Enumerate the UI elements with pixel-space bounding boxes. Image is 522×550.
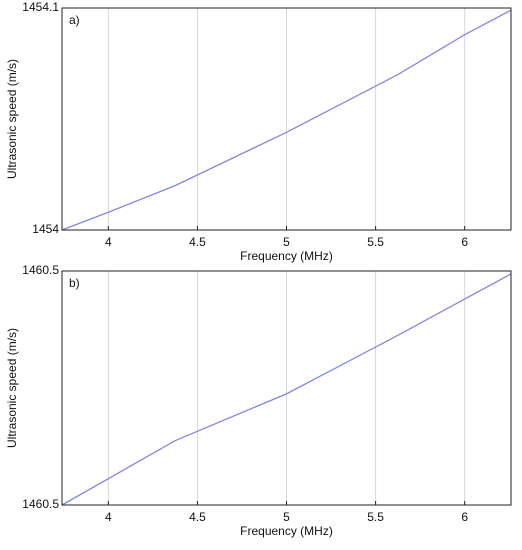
- x-tick-label: 5: [283, 510, 290, 524]
- x-tick-label: 6: [461, 510, 468, 524]
- x-axis-label: Frequency (MHz): [240, 524, 333, 538]
- y-tick-label: 1460.5: [22, 497, 59, 511]
- y-tick-label: 1460.5: [22, 263, 59, 277]
- y-tick-label: 1454.1: [22, 0, 59, 14]
- y-axis-label: Ultrasonic speed (m/s): [5, 328, 19, 448]
- line-series: [61, 9, 512, 231]
- x-tick-label: 6: [461, 235, 468, 249]
- x-tick-label: 5.5: [367, 235, 384, 249]
- x-tick-label: 5.5: [367, 510, 384, 524]
- panel-label: b): [69, 276, 80, 290]
- x-tick-label: 5: [283, 235, 290, 249]
- y-tick-label: 1454: [32, 222, 59, 236]
- line-series: [61, 273, 512, 506]
- plot-frame: [61, 270, 512, 506]
- y-axis-label: Ultrasonic speed (m/s): [5, 59, 19, 179]
- x-axis-label: Frequency (MHz): [240, 249, 333, 263]
- x-tick-label: 4.5: [189, 510, 206, 524]
- x-tick-label: 4.5: [189, 235, 206, 249]
- panel-label: a): [69, 13, 80, 27]
- plot-frame: [61, 7, 512, 231]
- x-tick-label: 4: [105, 235, 112, 249]
- x-tick-label: 4: [105, 510, 112, 524]
